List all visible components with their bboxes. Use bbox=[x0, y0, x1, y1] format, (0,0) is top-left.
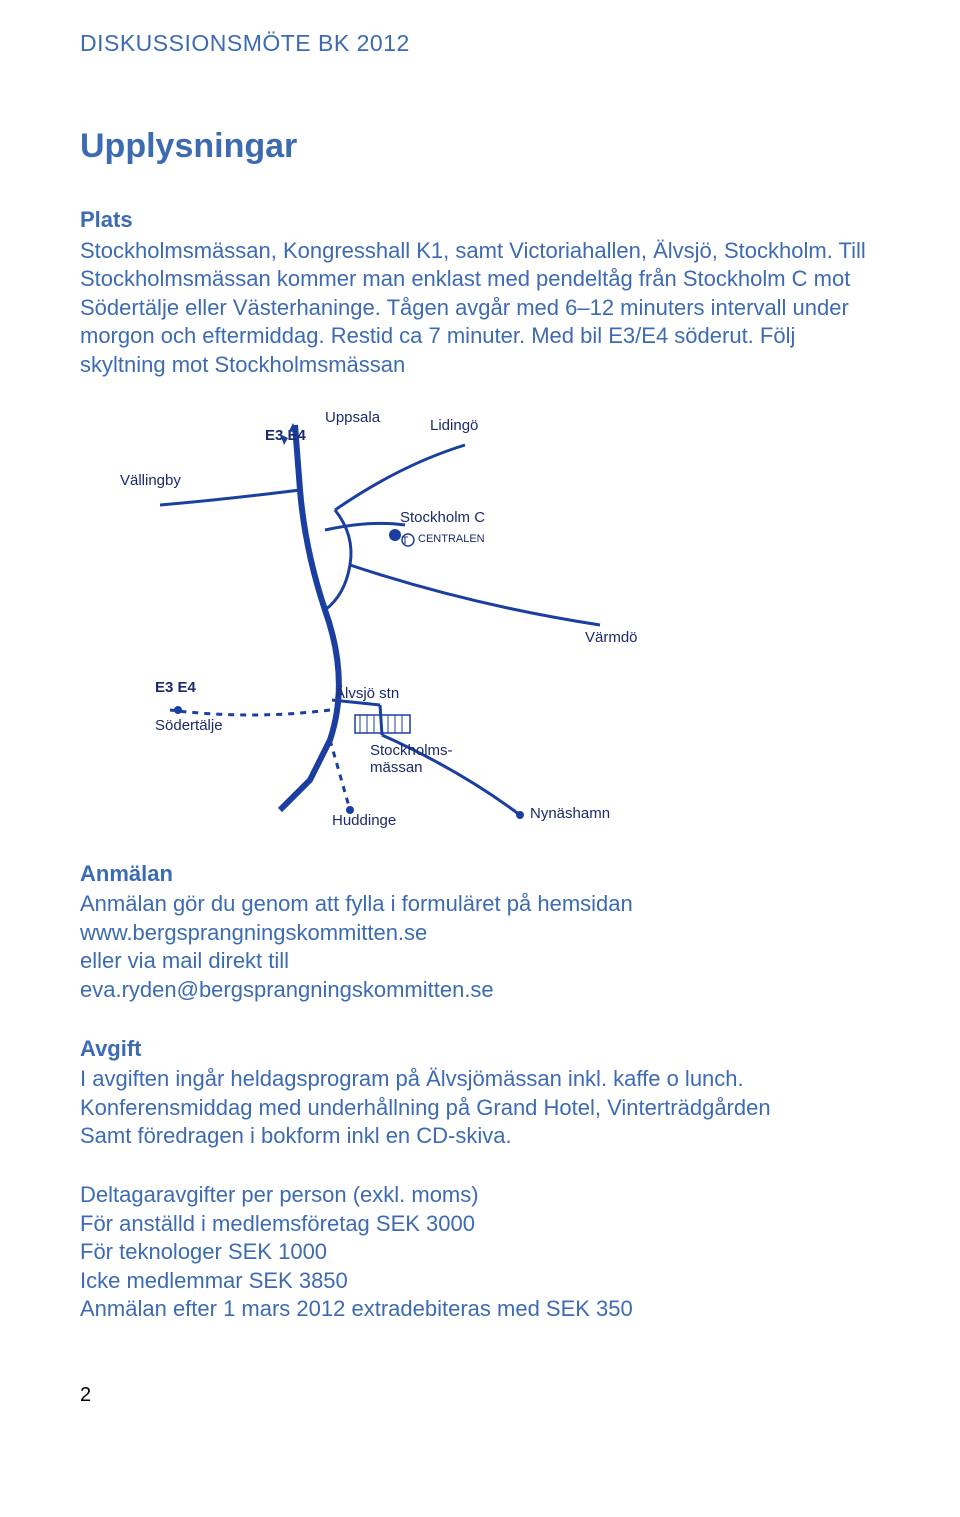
map-label-uppsala: Uppsala bbox=[325, 410, 381, 426]
anmalan-section: Anmälan Anmälan gör du genom att fylla i… bbox=[80, 860, 880, 1005]
map-label-varmdo: Värmdö bbox=[585, 629, 638, 646]
deltagare-line1: Deltagaravgifter per person (exkl. moms) bbox=[80, 1181, 880, 1210]
anmalan-line4: eva.ryden@bergsprangningskommitten.se bbox=[80, 976, 880, 1005]
anmalan-line3: eller via mail direkt till bbox=[80, 947, 880, 976]
deltagare-section: Deltagaravgifter per person (exkl. moms)… bbox=[80, 1181, 880, 1324]
map-label-alvsjostn: Älvsjö stn bbox=[335, 685, 399, 702]
map-label-vallingby: Vällingby bbox=[120, 472, 181, 489]
map-label-stockholmc: Stockholm C bbox=[400, 509, 485, 526]
anmalan-line2: www.bergsprangningskommitten.se bbox=[80, 919, 880, 948]
plats-heading: Plats bbox=[80, 206, 880, 235]
map-figure: T Uppsala E3 E4 Lidingö Vällingby Stockh… bbox=[100, 410, 660, 830]
map-label-stockholmsmassan-1: Stockholms- bbox=[370, 742, 453, 759]
anmalan-line1: Anmälan gör du genom att fylla i formulä… bbox=[80, 890, 880, 919]
avgift-heading: Avgift bbox=[80, 1035, 880, 1064]
plats-section: Plats Stockholmsmässan, Kongresshall K1,… bbox=[80, 206, 880, 380]
map-label-e3e4-left: E3 E4 bbox=[155, 679, 197, 696]
map-svg: T Uppsala E3 E4 Lidingö Vällingby Stockh… bbox=[100, 410, 660, 830]
map-label-sodertalje: Södertälje bbox=[155, 717, 223, 734]
map-label-huddinge: Huddinge bbox=[332, 812, 396, 829]
plats-body: Stockholmsmässan, Kongresshall K1, samt … bbox=[80, 238, 866, 377]
deltagare-line5: Anmälan efter 1 mars 2012 extradebiteras… bbox=[80, 1295, 880, 1324]
avgift-line1: I avgiften ingår heldagsprogram på Älvsj… bbox=[80, 1065, 880, 1094]
map-label-stockholmsmassan-2: mässan bbox=[370, 759, 423, 776]
deltagare-line2: För anställd i medlemsföretag SEK 3000 bbox=[80, 1210, 880, 1239]
avgift-line3: Samt föredragen i bokform inkl en CD-ski… bbox=[80, 1122, 880, 1151]
page-title: Upplysningar bbox=[80, 127, 880, 166]
map-label-centralen: CENTRALEN bbox=[418, 533, 485, 545]
map-label-lidingo: Lidingö bbox=[430, 417, 478, 434]
document-header: DISKUSSIONSMÖTE BK 2012 bbox=[80, 30, 880, 57]
deltagare-line3: För teknologer SEK 1000 bbox=[80, 1238, 880, 1267]
deltagare-line4: Icke medlemmar SEK 3850 bbox=[80, 1267, 880, 1296]
map-label-nynashamn: Nynäshamn bbox=[530, 805, 610, 822]
avgift-line2: Konferensmiddag med underhållning på Gra… bbox=[80, 1094, 880, 1123]
anmalan-heading: Anmälan bbox=[80, 860, 880, 889]
avgift-section: Avgift I avgiften ingår heldagsprogram p… bbox=[80, 1035, 880, 1151]
svg-text:T: T bbox=[402, 535, 409, 547]
page-number: 2 bbox=[80, 1384, 880, 1407]
